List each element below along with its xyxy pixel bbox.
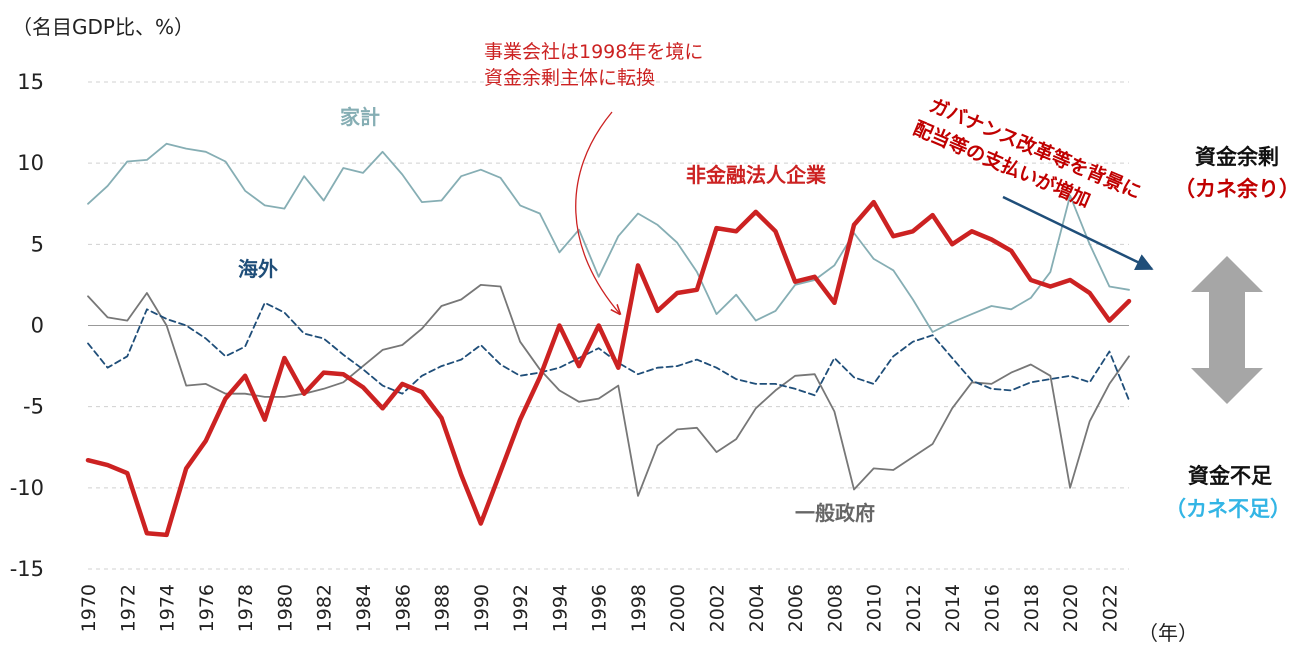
x-tick-label: 2018 — [1021, 584, 1043, 632]
y-axis-label: （名目GDP比、%） — [12, 15, 194, 39]
turning-point-note-line2: 資金余剰主体に転換 — [484, 67, 655, 89]
x-tick-label: 2002 — [707, 584, 729, 632]
x-tick-label: 1982 — [314, 584, 336, 632]
x-tick-label: 2012 — [903, 584, 925, 632]
x-tick-label: 2014 — [942, 584, 964, 632]
x-tick-label: 2000 — [667, 584, 689, 632]
deficit-title: 資金不足 — [1188, 464, 1272, 488]
y-tick-label: -5 — [23, 395, 44, 419]
governance-arrow — [1002, 195, 1154, 271]
series-line-gov — [87, 283, 1130, 497]
series-line-corp — [85, 199, 1132, 538]
y-axis-ticks: 15 10 5 0 -5 -10 -15 — [10, 70, 44, 581]
x-tick-label: 1994 — [549, 584, 571, 632]
y-tick-label: 10 — [17, 151, 44, 175]
x-tick-label: 1980 — [274, 584, 296, 632]
x-tick-label: 2004 — [746, 584, 768, 632]
x-tick-label: 1998 — [628, 584, 650, 632]
turning-point-arrow — [575, 111, 620, 314]
x-tick-label: 1976 — [196, 584, 218, 632]
x-tick-label: 1988 — [432, 584, 454, 632]
overseas-label: 海外 — [238, 257, 278, 281]
surplus-subtitle: （カネ余り） — [1174, 177, 1300, 201]
x-tick-label: 1986 — [392, 584, 414, 632]
x-tick-label: 2008 — [824, 584, 846, 632]
series-line-household — [87, 142, 1130, 333]
x-tick-label: 1984 — [353, 584, 375, 632]
x-tick-label: 2010 — [864, 584, 886, 632]
household-label: 家計 — [340, 105, 380, 129]
y-tick-label: -15 — [10, 557, 44, 581]
x-tick-label: 1978 — [235, 584, 257, 632]
gov-label: 一般政府 — [795, 501, 875, 525]
double-arrow-icon — [1191, 256, 1263, 404]
deficit-subtitle: （カネ不足） — [1165, 497, 1291, 521]
x-tick-label: 2016 — [982, 584, 1004, 632]
y-tick-label: 5 — [31, 232, 44, 256]
x-tick-label: 2022 — [1099, 584, 1121, 632]
x-tick-label: 2006 — [785, 584, 807, 632]
y-tick-label: 15 — [17, 70, 44, 94]
series-layer — [85, 142, 1132, 538]
turning-point-note-line1: 事業会社は1998年を境に — [484, 41, 703, 63]
x-tick-label: 2020 — [1060, 584, 1082, 632]
corp-label: 非金融法人企業 — [686, 163, 827, 187]
x-axis-label: （年） — [1138, 621, 1198, 645]
series-line-overseas — [87, 301, 1130, 402]
y-tick-label: 0 — [31, 314, 44, 338]
x-tick-label: 1996 — [589, 584, 611, 632]
x-tick-label: 1992 — [510, 584, 532, 632]
x-axis-ticks: 1970 1972 1974 1976 1978 1980 1982 1984 1986 1988… — [78, 584, 1121, 632]
surplus-title: 資金余剰 — [1195, 145, 1279, 169]
x-tick-label: 1970 — [78, 584, 100, 632]
y-tick-label: -10 — [10, 476, 44, 500]
x-tick-label: 1974 — [157, 584, 179, 632]
x-tick-label: 1990 — [471, 584, 493, 632]
x-tick-label: 1972 — [117, 584, 139, 632]
